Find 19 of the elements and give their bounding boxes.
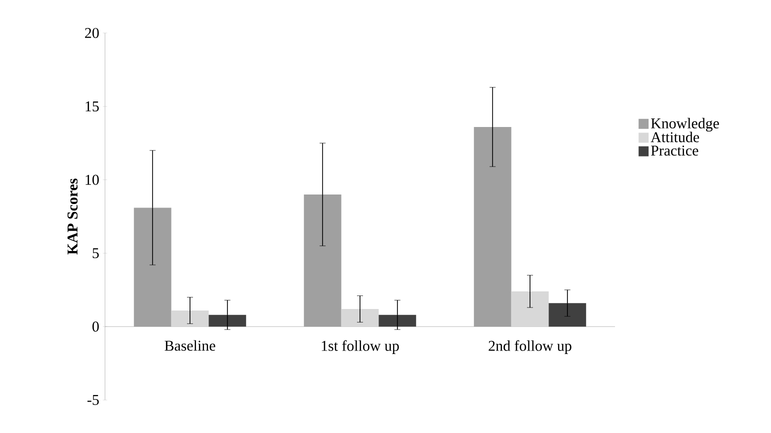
y-tick-label: 0 — [92, 322, 99, 332]
x-tick-label: Baseline — [164, 340, 216, 351]
bar — [378, 314, 416, 327]
legend-label: Practice — [651, 146, 698, 156]
y-tick-label: 5 — [92, 248, 99, 258]
bar — [511, 291, 549, 327]
legend-label: Attitude — [650, 132, 700, 142]
y-tick-label: 10 — [86, 174, 99, 185]
bar — [341, 308, 379, 327]
y-tick-label: 20 — [85, 28, 99, 38]
bar — [208, 314, 246, 327]
y-tick-label: -5 — [87, 395, 99, 405]
legend-label: Knowledge — [651, 118, 719, 132]
y-axis-title: KAP Scores — [68, 178, 78, 255]
bar — [548, 303, 586, 327]
bar — [171, 310, 209, 327]
y-tick-label: 15 — [86, 101, 99, 112]
x-tick-label: 2nd follow up — [488, 340, 572, 354]
x-tick-label: 1st follow up — [322, 340, 399, 354]
